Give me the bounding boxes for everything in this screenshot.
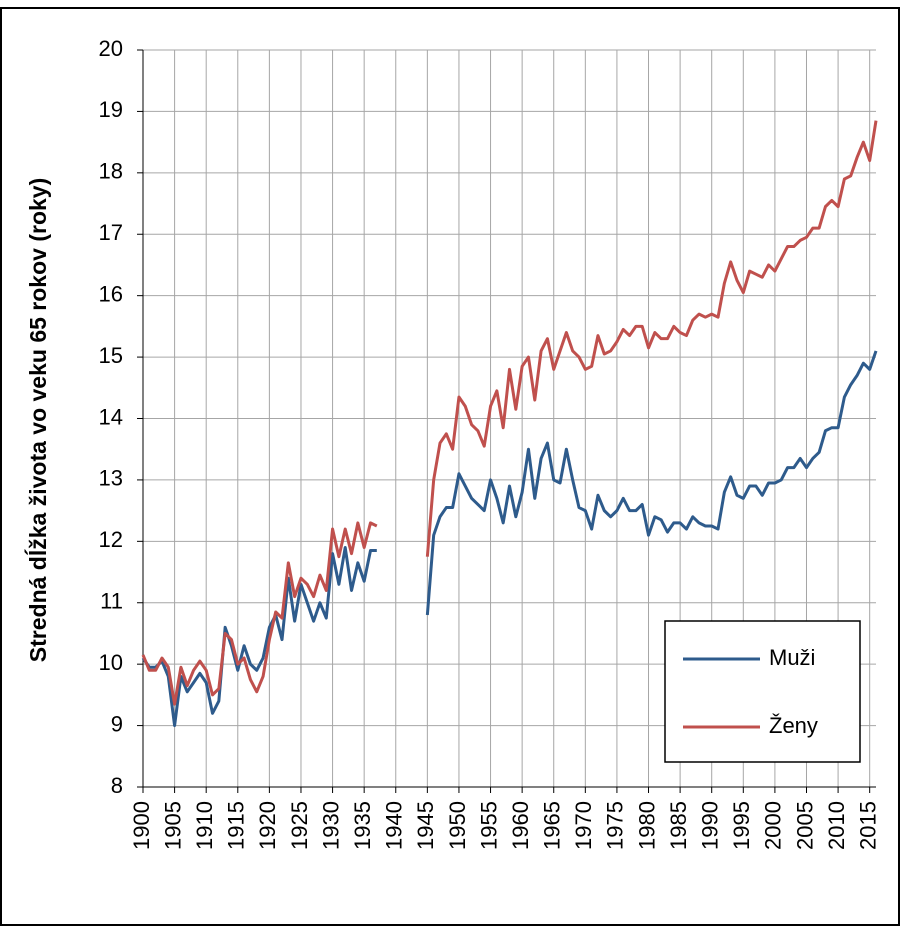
y-tick-label: 16: [99, 281, 123, 306]
x-tick-label: 1945: [413, 801, 438, 850]
x-tick-label: 1970: [571, 801, 596, 850]
y-tick-label: 8: [111, 773, 123, 798]
x-tick-label: 2010: [824, 801, 849, 850]
y-tick-label: 13: [99, 466, 123, 491]
x-tick-label: 1900: [129, 801, 154, 850]
legend-label: Ženy: [769, 713, 818, 738]
y-tick-label: 15: [99, 343, 123, 368]
legend-label: Muži: [769, 645, 815, 670]
y-tick-label: 17: [99, 220, 123, 245]
x-tick-label: 1930: [318, 801, 343, 850]
x-tick-label: 2000: [761, 801, 786, 850]
chart-frame: [0, 7, 900, 926]
y-axis-label: Stredná dĺžka života vo veku 65 rokov (r…: [23, 178, 51, 662]
y-tick-label: 11: [100, 589, 123, 614]
y-tick-label: 19: [99, 97, 123, 122]
y-tick-label: 14: [99, 404, 123, 429]
x-tick-label: 1985: [666, 801, 691, 850]
x-tick-label: 1990: [698, 801, 723, 850]
x-tick-label: 1965: [540, 801, 565, 850]
y-tick-label: 12: [99, 527, 123, 552]
y-tick-label: 18: [99, 159, 123, 184]
x-tick-label: 1925: [287, 801, 312, 850]
x-tick-label: 2005: [792, 801, 817, 850]
x-tick-label: 1940: [382, 801, 407, 850]
x-tick-label: 2015: [855, 801, 880, 850]
x-tick-label: 1915: [224, 801, 249, 850]
series-line: [141, 350, 878, 728]
y-tick-label: 9: [111, 711, 123, 736]
x-tick-label: 1955: [476, 801, 501, 850]
x-tick-label: 1950: [445, 801, 470, 850]
y-tick-label: 10: [99, 650, 123, 675]
series-line: [141, 120, 878, 706]
y-tick-label: 20: [99, 36, 123, 61]
x-tick-label: 1960: [508, 801, 533, 850]
x-tick-label: 1910: [192, 801, 217, 850]
x-tick-label: 1935: [350, 801, 375, 850]
x-tick-label: 1975: [603, 801, 628, 850]
x-tick-label: 1905: [160, 801, 185, 850]
x-tick-label: 1920: [255, 801, 280, 850]
x-tick-label: 1995: [729, 801, 754, 850]
x-tick-label: 1980: [634, 801, 659, 850]
legend-box: [664, 620, 861, 763]
